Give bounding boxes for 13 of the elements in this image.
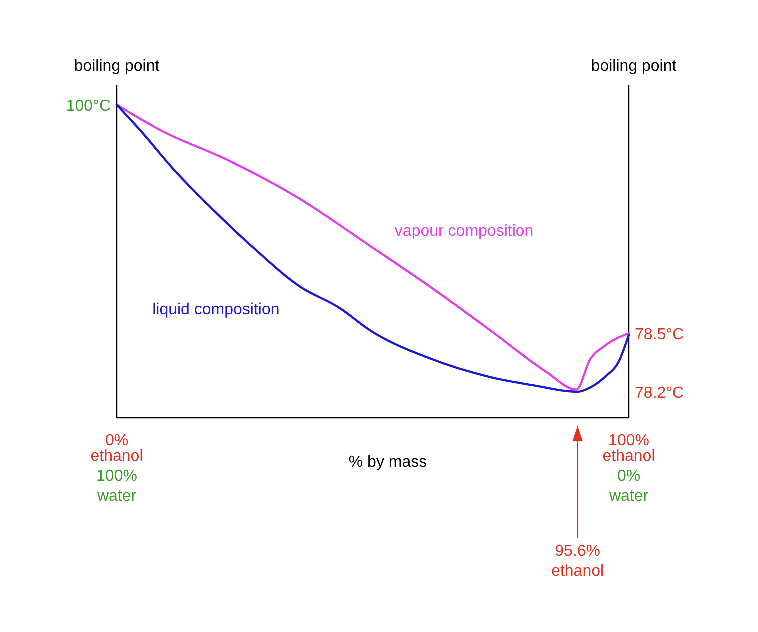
text: 78.5°C (635, 326, 684, 344)
text: ethanol 100% water (90, 448, 144, 505)
text: ethanol 0% water (602, 448, 656, 505)
text: 78.2°C (635, 385, 684, 402)
y-axis-title: boiling point (74, 58, 160, 75)
y2-axis-title: boiling point (591, 58, 678, 75)
series-label: vapour composition (394, 222, 534, 240)
x-axis-title: % by mass (348, 454, 428, 471)
text: 95.6% ethanol (552, 543, 604, 580)
x-tick-label: 0% (105, 432, 129, 450)
series-label: liquid composition (152, 302, 280, 319)
text: 100°C (66, 98, 111, 115)
x-tick-label: 100% (608, 432, 650, 450)
